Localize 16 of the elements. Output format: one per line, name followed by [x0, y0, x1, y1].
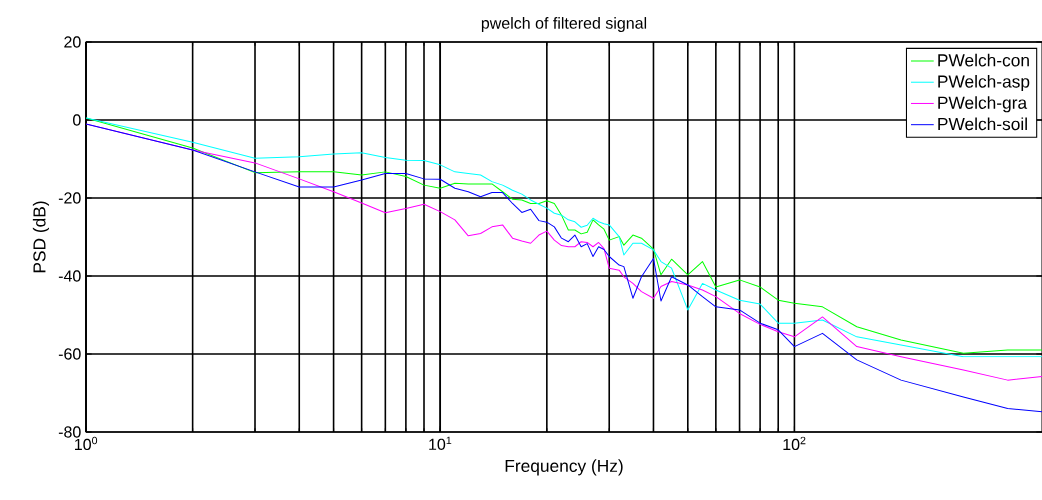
chart-title: pwelch of filtered signal: [481, 17, 647, 32]
y-tick-label: -80: [58, 426, 81, 438]
legend-label: PWelch-gra: [938, 96, 1028, 113]
y-tick-label: -20: [58, 192, 81, 204]
x-tick-label: 10$^{1}$: [429, 436, 452, 450]
x-tick-label: 10$^{0}$: [75, 436, 98, 451]
legend-label: PWelch-asp: [938, 74, 1030, 92]
legend-label: PWelch-con: [938, 53, 1029, 67]
y-tick-label: -60: [58, 348, 81, 360]
y-tick-label: 0: [73, 114, 81, 126]
y-tick-label: -40: [58, 270, 81, 282]
x-tick-label: 10$^{2}$: [783, 436, 806, 451]
legend-label: PWelch-soil: [938, 117, 1027, 131]
y-tick-label: 20: [64, 36, 81, 48]
y-axis-title: PSD (dB): [32, 201, 50, 273]
x-axis-title: Frequency (Hz): [505, 459, 623, 476]
